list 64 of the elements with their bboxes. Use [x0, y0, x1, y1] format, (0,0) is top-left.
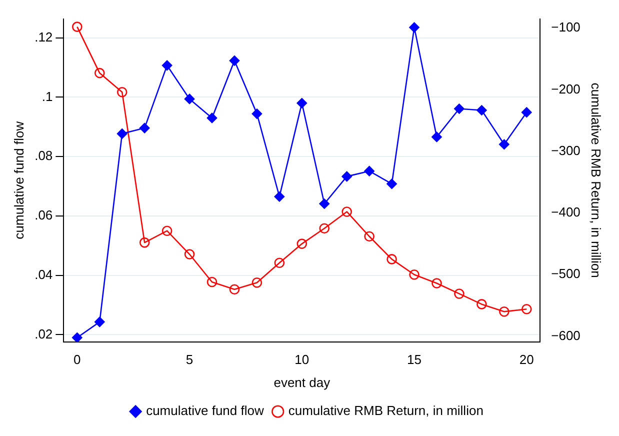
y-axis-title: cumulative fund flow [11, 120, 26, 240]
point [252, 277, 262, 288]
y2-tick-label: −200 [551, 81, 580, 96]
legend-label: cumulative RMB Return, in million [288, 403, 484, 418]
point [162, 60, 172, 71]
point [229, 284, 240, 295]
point [432, 132, 442, 142]
y2-tick-label: −300 [551, 142, 580, 158]
point [274, 258, 285, 268]
x-tick-label: 15 [407, 352, 422, 368]
point [454, 288, 464, 299]
point [364, 231, 374, 242]
point [476, 299, 487, 310]
point [94, 68, 105, 78]
point [296, 98, 308, 108]
y2-tick-label: −500 [551, 266, 580, 282]
x-tick-label: 5 [186, 352, 194, 368]
y-tick-label: .04 [34, 266, 53, 282]
y2-axis-title: cumulative RMB Return, in million [588, 82, 604, 278]
legend-label: cumulative fund flow [146, 403, 264, 418]
x-axis-title: event day [274, 374, 331, 390]
point [409, 22, 420, 33]
point [274, 191, 285, 202]
x-tick-label: 20 [519, 352, 534, 368]
y2-tick-label: −100 [551, 20, 580, 35]
x-tick-label: 10 [294, 352, 310, 368]
y-tick-label: .06 [34, 208, 53, 223]
point [162, 226, 172, 236]
point [476, 105, 487, 116]
point [229, 56, 240, 66]
point [206, 112, 218, 124]
point [454, 104, 464, 114]
point [386, 254, 397, 264]
point [342, 171, 352, 182]
point [342, 206, 352, 217]
point [72, 332, 82, 342]
y2-tick-label: −400 [551, 204, 580, 220]
point [116, 128, 128, 139]
point [252, 108, 262, 119]
point [499, 306, 510, 317]
point [409, 269, 420, 280]
point [521, 304, 532, 314]
y-tick-label: .02 [34, 326, 53, 342]
y2-tick-label: −600 [551, 328, 580, 343]
point [72, 22, 82, 32]
point [139, 122, 150, 134]
point [184, 249, 195, 260]
point [364, 166, 374, 176]
x-tick-label: 0 [74, 352, 81, 368]
point [319, 223, 330, 234]
point [432, 278, 442, 288]
point [296, 238, 308, 249]
point [319, 198, 330, 209]
y-tick-label: .1 [42, 88, 53, 104]
point [521, 107, 532, 118]
point [206, 276, 218, 288]
point [139, 237, 150, 248]
point [499, 139, 510, 150]
y-tick-label: .08 [34, 148, 53, 164]
point [116, 87, 128, 98]
point [386, 178, 397, 190]
y-tick-label: .12 [34, 29, 53, 44]
point [94, 316, 105, 328]
point [184, 94, 195, 104]
